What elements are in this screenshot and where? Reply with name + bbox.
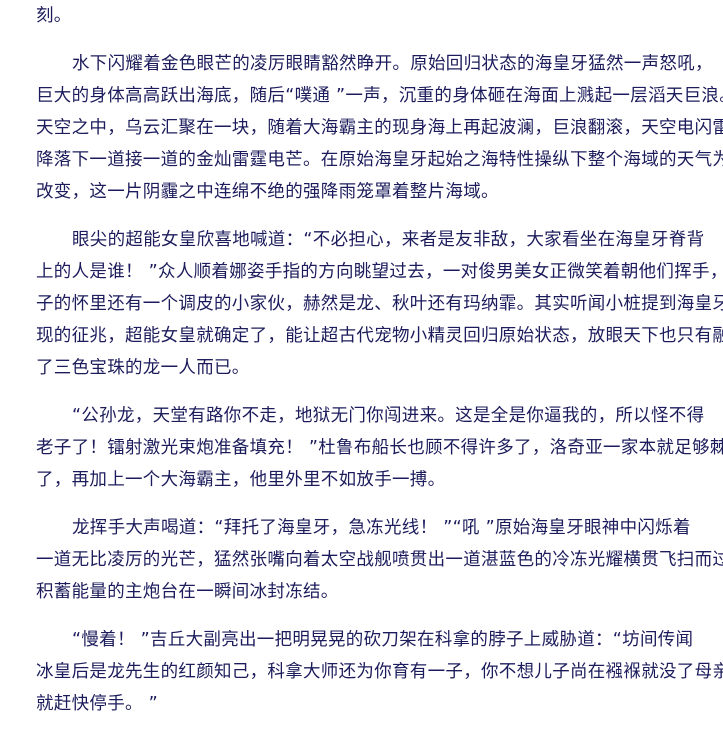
text-line: 刻。 (36, 6, 72, 26)
text-line: 现的征兆，超能女皇就确定了，能让超古代宠物小精灵回归原始状态，放眼天下也只有融合 (36, 326, 723, 346)
text-line: 改变，这一片阴霾之中连绵不绝的强降雨笼罩着整片海域。 (36, 182, 499, 202)
paragraph: 水下闪耀着金色眼芒的凌厉眼睛豁然睁开。原始回归状态的海皇牙猛然一声怒吼， 巨大的身… (36, 48, 723, 208)
text-line: 降落下一道接一道的金灿雷霆电芒。在原始海皇牙起始之海特性操纵下整个海域的天气为之 (36, 150, 723, 170)
paragraph: 龙挥手大声喝道：“拜托了海皇牙，急冻光线！ ”“吼 ”原始海皇牙眼神中闪烁着一道… (36, 512, 723, 608)
text-line: 了三色宝珠的龙一人而已。 (36, 358, 250, 378)
document-body: 刻。水下闪耀着金色眼芒的凌厉眼睛豁然睁开。原始回归状态的海皇牙猛然一声怒吼， 巨大… (36, 0, 723, 736)
paragraph: “公孙龙，天堂有路你不走，地狱无门你闯进来。这是全是你逼我的，所以怪不得老子了！… (36, 400, 723, 496)
paragraph: “慢着！ ”吉丘大副亮出一把明晃晃的砍刀架在科拿的脖子上威胁道：“坊间传闻冰皇后… (36, 624, 723, 720)
text-line: “公孙龙，天堂有路你不走，地狱无门你闯进来。这是全是你逼我的，所以怪不得 (72, 406, 705, 426)
text-line: 老子了！镭射激光束炮准备填充！ ”杜鲁布船长也顾不得许多了，洛奇亚一家本就足够棘… (36, 438, 723, 458)
text-line: 子的怀里还有一个调皮的小家伙，赫然是龙、秋叶还有玛纳霏。其实听闻小桩提到海皇牙出 (36, 294, 723, 314)
text-line: 就赶快停手。 ” (36, 694, 159, 714)
text-line: 一道无比凌厉的光芒，猛然张嘴向着太空战舰喷贯出一道湛蓝色的冷冻光耀横贯飞扫而过， (36, 550, 723, 570)
text-line: “慢着！ ”吉丘大副亮出一把明晃晃的砍刀架在科拿的脖子上威胁道：“坊间传闻 (72, 630, 694, 650)
paragraph: 眼尖的超能女皇欣喜地喊道：“不必担心，来者是友非敌，大家看坐在海皇牙脊背上的人是… (36, 224, 723, 384)
text-line: 天空之中，乌云汇聚在一块，随着大海霸主的现身海上再起波澜，巨浪翻滚，天空电闪雷鸣 (36, 118, 723, 138)
text-line: 上的人是谁！ ”众人顺着娜姿手指的方向眺望过去，一对俊男美女正微笑着朝他们挥手，… (36, 262, 723, 282)
text-line: 冰皇后是龙先生的红颜知己，科拿大师还为你育有一子，你不想儿子尚在襁褓就没了母亲， (36, 662, 723, 682)
text-line: 巨大的身体高高跃出海底，随后“噗通 ”一声，沉重的身体砸在海面上溅起一层滔天巨浪… (36, 86, 723, 106)
paragraph: 刻。 (36, 0, 696, 32)
text-line: 眼尖的超能女皇欣喜地喊道：“不必担心，来者是友非敌，大家看坐在海皇牙脊背 (72, 230, 705, 250)
text-line: 积蓄能量的主炮台在一瞬间冰封冻结。 (36, 582, 339, 602)
text-line: 了，再加上一个大海霸主，他里外里不如放手一搏。 (36, 470, 446, 490)
text-line: 龙挥手大声喝道：“拜托了海皇牙，急冻光线！ ”“吼 ”原始海皇牙眼神中闪烁着 (72, 518, 691, 538)
text-line: 水下闪耀着金色眼芒的凌厉眼睛豁然睁开。原始回归状态的海皇牙猛然一声怒吼， (72, 54, 713, 74)
